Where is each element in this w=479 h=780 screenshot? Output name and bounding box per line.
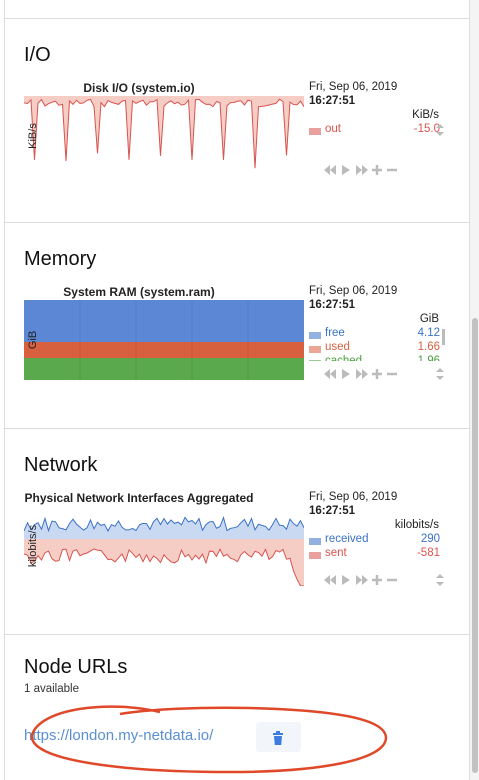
chart-controls[interactable] [320, 367, 420, 381]
legend-row: sent -581 [309, 547, 440, 561]
line [24, 516, 304, 533]
legend-value: 290 [420, 533, 440, 545]
legend-row: out -15.0 [309, 123, 440, 137]
section-heading: Memory [24, 248, 97, 270]
control-zoom-in [372, 165, 382, 175]
chart-time: 16:27:51 [309, 95, 356, 107]
resize-handle[interactable] [435, 367, 445, 381]
chart-plot: KiB/s [24, 96, 304, 169]
area [24, 342, 304, 358]
control-rewind [324, 369, 336, 379]
chart-date: Fri, Sep 06, 2019 [309, 285, 398, 297]
legend-name: used [325, 341, 350, 353]
scrollbar-thumb[interactable] [472, 318, 478, 773]
line [24, 548, 304, 586]
control-zoom-in [372, 575, 382, 585]
chart-title: System RAM (system.ram) [63, 285, 215, 299]
control-play [342, 369, 350, 379]
chart-date: Fri, Sep 06, 2019 [309, 491, 398, 503]
legend-name: received [325, 533, 369, 545]
chart-controls[interactable] [320, 163, 420, 177]
section-heading: Node URLs [24, 656, 128, 678]
legend: out -15.0 [309, 123, 440, 153]
legend-row: used 1.66 [309, 341, 440, 355]
legend-swatch [309, 332, 321, 339]
legend-value: 1.66 [417, 341, 440, 353]
url-count: 1 available [24, 683, 79, 695]
resize-arrows [436, 124, 444, 136]
legend-swatch [309, 552, 321, 559]
area [24, 517, 304, 539]
control-forward [356, 165, 368, 175]
panel-border [469, 0, 470, 780]
legend-value: -15.0 [413, 123, 440, 135]
legend-name: free [325, 327, 345, 339]
unit-label: GiB [419, 313, 439, 325]
chart-time: 16:27:51 [309, 299, 356, 311]
legend-scroll [442, 329, 445, 345]
chart-plot: kilobits/s [24, 516, 304, 586]
legend-row: cached 1.96 [309, 355, 440, 361]
legend-value: 4.12 [417, 327, 440, 339]
control-forward [356, 369, 368, 379]
legend-name: cached [325, 355, 363, 361]
legend-swatch [309, 128, 321, 135]
chart-title: Disk I/O (system.io) [83, 81, 195, 95]
legend-row: free 4.12 [309, 327, 440, 341]
resize-arrows [436, 368, 444, 380]
control-play [342, 165, 350, 175]
control-rewind [324, 575, 336, 585]
divider [4, 18, 469, 19]
resize-handle[interactable] [435, 123, 445, 137]
control-play [342, 575, 350, 585]
legend-value: -581 [416, 547, 440, 559]
legend: received 290 sent -581 [309, 533, 440, 563]
panel-border [4, 0, 5, 780]
resize-arrows [436, 574, 444, 586]
legend-name: sent [325, 547, 347, 559]
chart-controls[interactable] [320, 573, 420, 587]
area [24, 300, 304, 342]
section-heading: I/O [24, 44, 51, 66]
node-url-link[interactable]: https://london.my-netdata.io/ [24, 727, 214, 744]
unit-label: KiB/s [412, 109, 439, 121]
area [24, 358, 304, 380]
divider [4, 634, 469, 635]
area [24, 539, 304, 586]
legend-swatch [309, 360, 321, 361]
chart-time: 16:27:51 [309, 505, 356, 517]
y-axis-label: kilobits/s [27, 524, 39, 567]
legend-swatch [309, 538, 321, 545]
legend-name: out [325, 123, 341, 135]
divider [4, 222, 469, 223]
chart-title: Physical Network Interfaces Aggregated [24, 491, 254, 505]
control-rewind [324, 165, 336, 175]
section-heading: Network [24, 454, 98, 476]
legend-value: 1.96 [417, 355, 440, 361]
chart-plot: GiB [24, 300, 304, 380]
control-forward [356, 575, 368, 585]
trash-icon [273, 731, 283, 745]
line [24, 98, 304, 169]
unit-label: kilobits/s [394, 519, 439, 531]
y-axis-label: KiB/s [27, 123, 39, 149]
resize-handle[interactable] [435, 573, 445, 587]
chart-date: Fri, Sep 06, 2019 [309, 81, 398, 93]
legend-swatch [309, 346, 321, 353]
legend-row: received 290 [309, 533, 440, 547]
delete-button[interactable] [256, 722, 301, 752]
legend: free 4.12 used 1.66 cached 1.96 [309, 327, 440, 361]
y-axis-label: GiB [27, 331, 39, 349]
divider [4, 428, 469, 429]
control-zoom-in [372, 369, 382, 379]
